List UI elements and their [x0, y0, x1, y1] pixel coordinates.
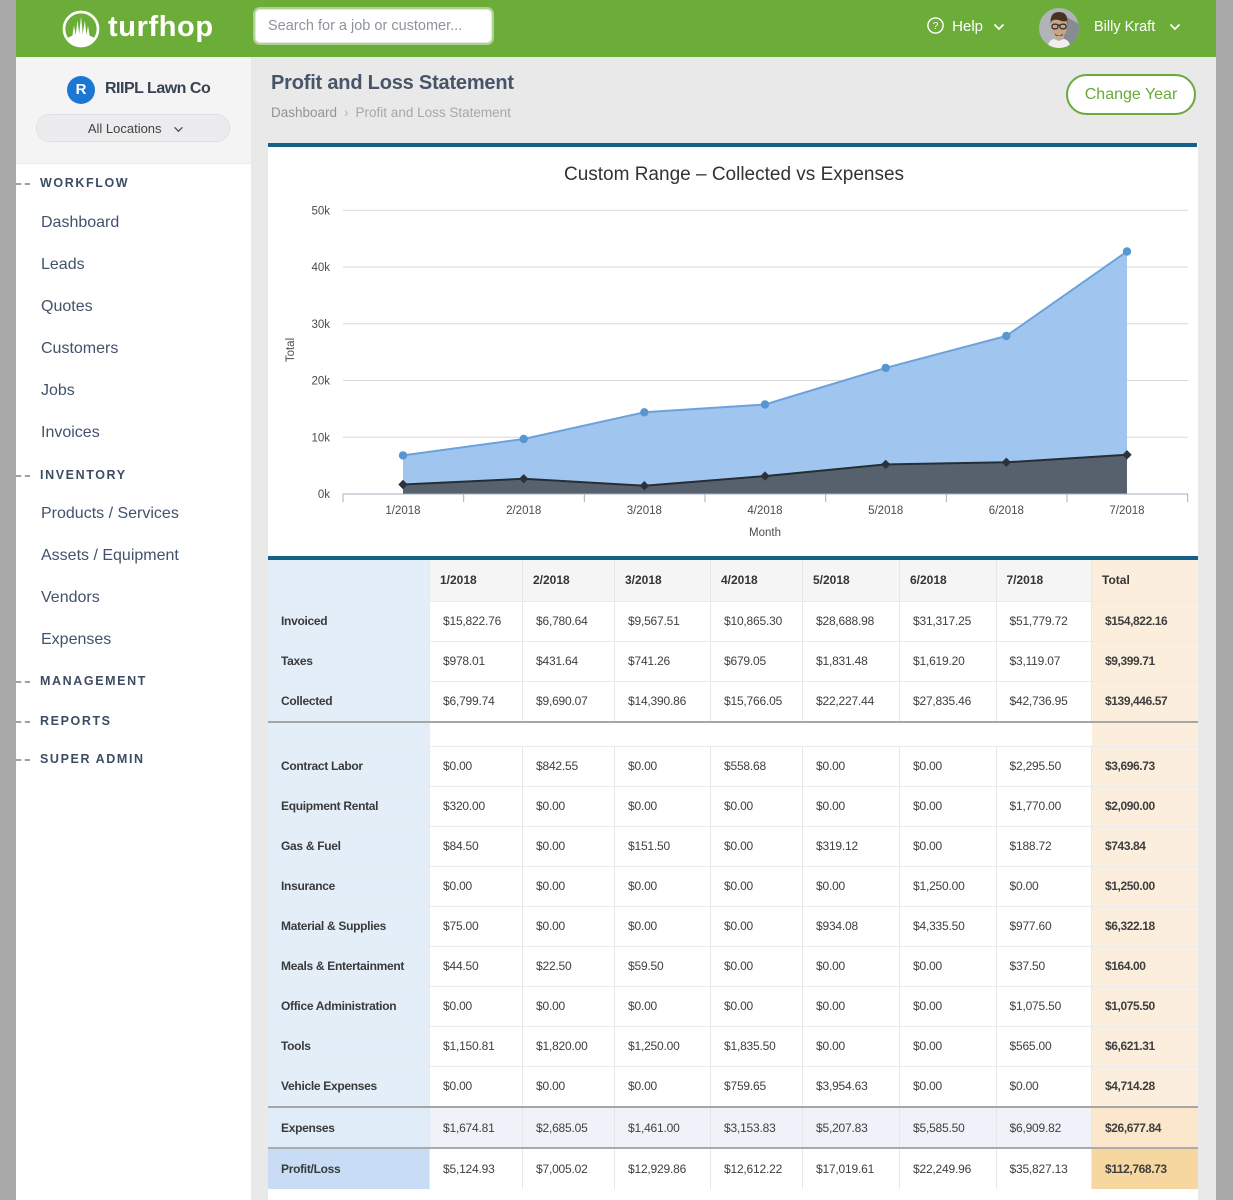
- svg-text:20k: 20k: [311, 376, 330, 388]
- svg-text:5/2018: 5/2018: [868, 505, 903, 517]
- svg-text:Custom Range – Collected vs Ex: Custom Range – Collected vs Expenses: [564, 164, 904, 185]
- svg-text:40k: 40k: [311, 262, 330, 274]
- svg-text:1/2018: 1/2018: [385, 505, 420, 517]
- svg-text:30k: 30k: [311, 319, 330, 331]
- svg-text:10k: 10k: [311, 432, 330, 444]
- svg-text:2/2018: 2/2018: [506, 505, 541, 517]
- svg-text:50k: 50k: [311, 205, 330, 217]
- svg-text:?: ?: [933, 20, 939, 32]
- svg-text:3/2018: 3/2018: [627, 505, 662, 517]
- svg-text:7/2018: 7/2018: [1109, 505, 1144, 517]
- svg-text:4/2018: 4/2018: [747, 505, 782, 517]
- svg-text:0k: 0k: [318, 489, 330, 501]
- svg-text:Month: Month: [749, 527, 781, 539]
- svg-text:Total: Total: [285, 338, 297, 362]
- svg-text:6/2018: 6/2018: [989, 505, 1024, 517]
